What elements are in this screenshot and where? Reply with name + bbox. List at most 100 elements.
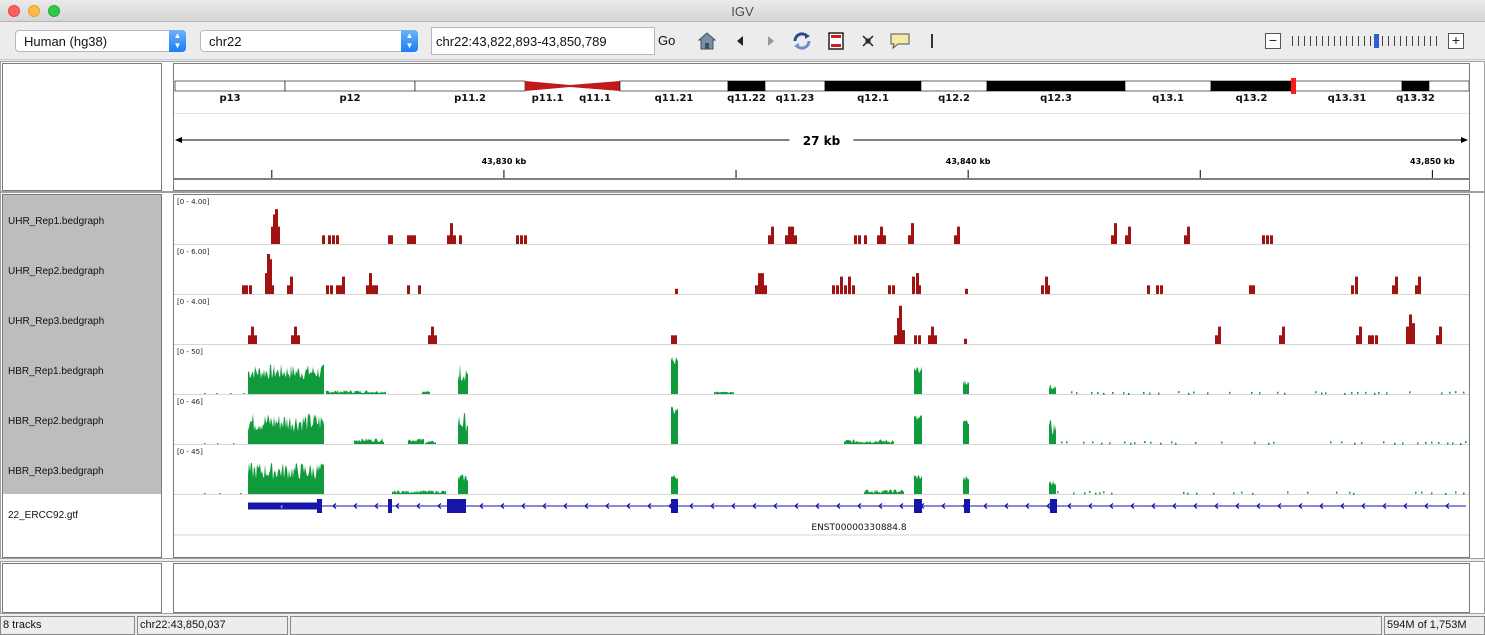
- ideogram-band[interactable]: [619, 80, 729, 92]
- coverage-bar[interactable]: [1383, 441, 1385, 444]
- coverage-bar[interactable]: [864, 235, 867, 244]
- coverage-bar[interactable]: [908, 235, 911, 244]
- coverage-bar[interactable]: [1395, 276, 1398, 294]
- coverage-bar[interactable]: [1415, 285, 1418, 294]
- coverage-bar[interactable]: [911, 223, 914, 244]
- ideogram-band[interactable]: [284, 80, 416, 92]
- coverage-bar[interactable]: [764, 285, 767, 294]
- coverage-bar[interactable]: [1268, 442, 1270, 445]
- resize-to-window-button[interactable]: [825, 31, 847, 51]
- coverage-bar[interactable]: [1112, 391, 1114, 394]
- ideogram-band[interactable]: [920, 80, 988, 92]
- coverage-bar[interactable]: [934, 335, 937, 344]
- track-plots[interactable]: [0 - 4.00] [0 - 6.00] [0 - 4.00] [0 - 50] [0…: [174, 195, 1469, 557]
- coverage-bar[interactable]: [1175, 442, 1177, 445]
- coverage-bar[interactable]: [1386, 392, 1388, 395]
- zoom-level-tick[interactable]: [1310, 36, 1311, 46]
- coverage-bar[interactable]: [249, 285, 252, 294]
- transcript-exon[interactable]: [388, 499, 392, 513]
- coverage-bar[interactable]: [1341, 441, 1343, 444]
- go-button[interactable]: Go: [658, 33, 676, 48]
- coverage-bar[interactable]: [794, 235, 797, 244]
- coverage-bar[interactable]: [1207, 392, 1209, 395]
- coverage-bar[interactable]: [1092, 441, 1094, 444]
- coverage-bar[interactable]: [880, 226, 883, 244]
- zoom-slider[interactable]: [1290, 34, 1440, 48]
- home-button[interactable]: [696, 31, 718, 51]
- coverage-bar[interactable]: [375, 285, 378, 294]
- coverage-bar[interactable]: [1425, 442, 1427, 445]
- coverage-bar[interactable]: [1465, 441, 1467, 444]
- coverage-bar[interactable]: [290, 276, 293, 294]
- zoom-level-tick[interactable]: [1394, 36, 1395, 46]
- coverage-bar[interactable]: [1436, 335, 1439, 344]
- close-window-button[interactable]: [8, 5, 20, 17]
- coverage-bar[interactable]: [1171, 441, 1173, 444]
- coverage-bar[interactable]: [1355, 276, 1358, 294]
- coverage-bar[interactable]: [1071, 391, 1073, 394]
- coverage-bar[interactable]: [254, 335, 257, 344]
- coverage-bar[interactable]: [1449, 391, 1451, 394]
- refresh-button[interactable]: [791, 31, 813, 51]
- coverage-bar[interactable]: [1160, 285, 1163, 294]
- coverage-bar[interactable]: [883, 235, 886, 244]
- coverage-bar[interactable]: [1251, 391, 1253, 394]
- forward-button[interactable]: [760, 31, 782, 51]
- coverage-bar[interactable]: [204, 443, 206, 444]
- coverage-bar[interactable]: [1091, 392, 1093, 395]
- coverage-bar[interactable]: [1409, 314, 1412, 344]
- zoom-level-tick[interactable]: [1382, 36, 1383, 46]
- coverage-bar[interactable]: [832, 285, 835, 294]
- coverage-bar[interactable]: [1394, 442, 1396, 445]
- coverage-bar[interactable]: [230, 393, 232, 394]
- coverage-bar[interactable]: [1344, 392, 1346, 395]
- coverage-bar[interactable]: [888, 285, 891, 294]
- coverage-bar[interactable]: [1125, 235, 1128, 244]
- coverage-bar[interactable]: [912, 276, 915, 294]
- zoom-level-tick[interactable]: [1418, 36, 1419, 46]
- zoom-level-tick[interactable]: [1364, 36, 1365, 46]
- zoom-level-tick[interactable]: [1292, 36, 1293, 46]
- coverage-bar[interactable]: [1270, 235, 1273, 244]
- ideogram-band[interactable]: [414, 80, 526, 92]
- coverage-bar[interactable]: [918, 285, 921, 294]
- coverage-bar[interactable]: [1160, 442, 1162, 445]
- coverage-bar[interactable]: [291, 335, 294, 344]
- coverage-bar[interactable]: [954, 235, 957, 244]
- coverage-bar[interactable]: [1406, 326, 1409, 344]
- coverage-bar[interactable]: [1349, 491, 1351, 494]
- coverage-bar[interactable]: [450, 223, 453, 244]
- coverage-bar[interactable]: [1415, 491, 1417, 494]
- coverage-bar[interactable]: [336, 285, 339, 294]
- coverage-bar[interactable]: [674, 335, 677, 344]
- coverage-bar[interactable]: [330, 285, 333, 294]
- zoom-level-tick[interactable]: [1424, 36, 1425, 46]
- coverage-bar[interactable]: [761, 273, 764, 294]
- zoom-in-button[interactable]: +: [1448, 33, 1464, 49]
- coverage-bar[interactable]: [204, 493, 206, 494]
- coverage-bar[interactable]: [899, 305, 902, 344]
- coverage-bar[interactable]: [1463, 391, 1465, 394]
- coverage-bar[interactable]: [928, 335, 931, 344]
- coverage-bar[interactable]: [271, 226, 274, 244]
- coverage-bar[interactable]: [447, 235, 450, 244]
- coverage-bar[interactable]: [1188, 392, 1190, 395]
- coverage-bar[interactable]: [1041, 285, 1044, 294]
- ideogram-band[interactable]: [174, 80, 286, 92]
- ideogram-band[interactable]: [1428, 80, 1469, 92]
- coverage-bar[interactable]: [1438, 441, 1440, 444]
- coverage-bar[interactable]: [1455, 391, 1457, 394]
- coverage-bar[interactable]: [1307, 491, 1309, 494]
- transcript-exon[interactable]: [1050, 499, 1057, 513]
- coverage-bar[interactable]: [265, 273, 268, 294]
- ideogram-band[interactable]: [1124, 80, 1212, 92]
- coverage-bar[interactable]: [287, 285, 290, 294]
- coverage-bar[interactable]: [248, 335, 251, 344]
- coverage-bar[interactable]: [245, 285, 248, 294]
- coverage-bar[interactable]: [1365, 391, 1367, 394]
- coverage-bar[interactable]: [1259, 392, 1261, 395]
- coverage-bar[interactable]: [459, 235, 462, 244]
- coverage-bar[interactable]: [918, 335, 921, 344]
- coverage-bar[interactable]: [1254, 441, 1256, 444]
- coverage-bar[interactable]: [1402, 442, 1404, 445]
